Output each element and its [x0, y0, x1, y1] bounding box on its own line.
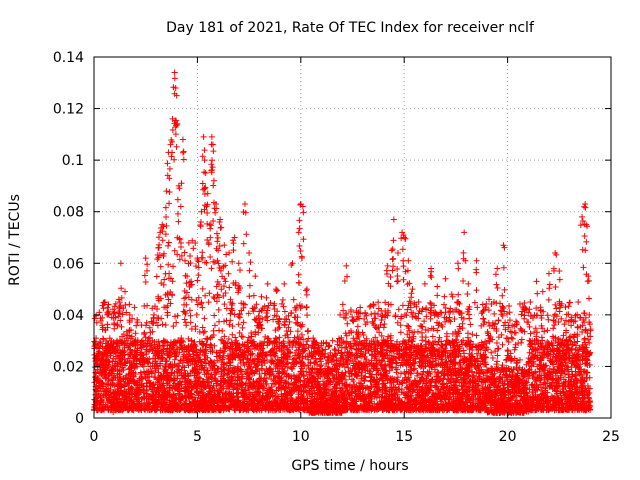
data-point — [137, 369, 144, 376]
data-point — [297, 368, 304, 375]
chart-title: Day 181 of 2021, Rate Of TEC Index for r… — [166, 20, 535, 36]
data-points — [91, 69, 594, 416]
data-point — [565, 354, 572, 361]
data-point — [211, 374, 218, 381]
data-point — [362, 373, 369, 380]
data-point — [397, 362, 404, 369]
data-point — [92, 341, 99, 348]
data-point — [573, 342, 580, 349]
data-point — [361, 374, 368, 381]
data-point — [140, 363, 147, 370]
data-point — [349, 376, 356, 383]
data-point — [207, 341, 214, 348]
data-point — [414, 370, 421, 377]
data-point — [159, 343, 166, 350]
data-point — [304, 338, 311, 345]
